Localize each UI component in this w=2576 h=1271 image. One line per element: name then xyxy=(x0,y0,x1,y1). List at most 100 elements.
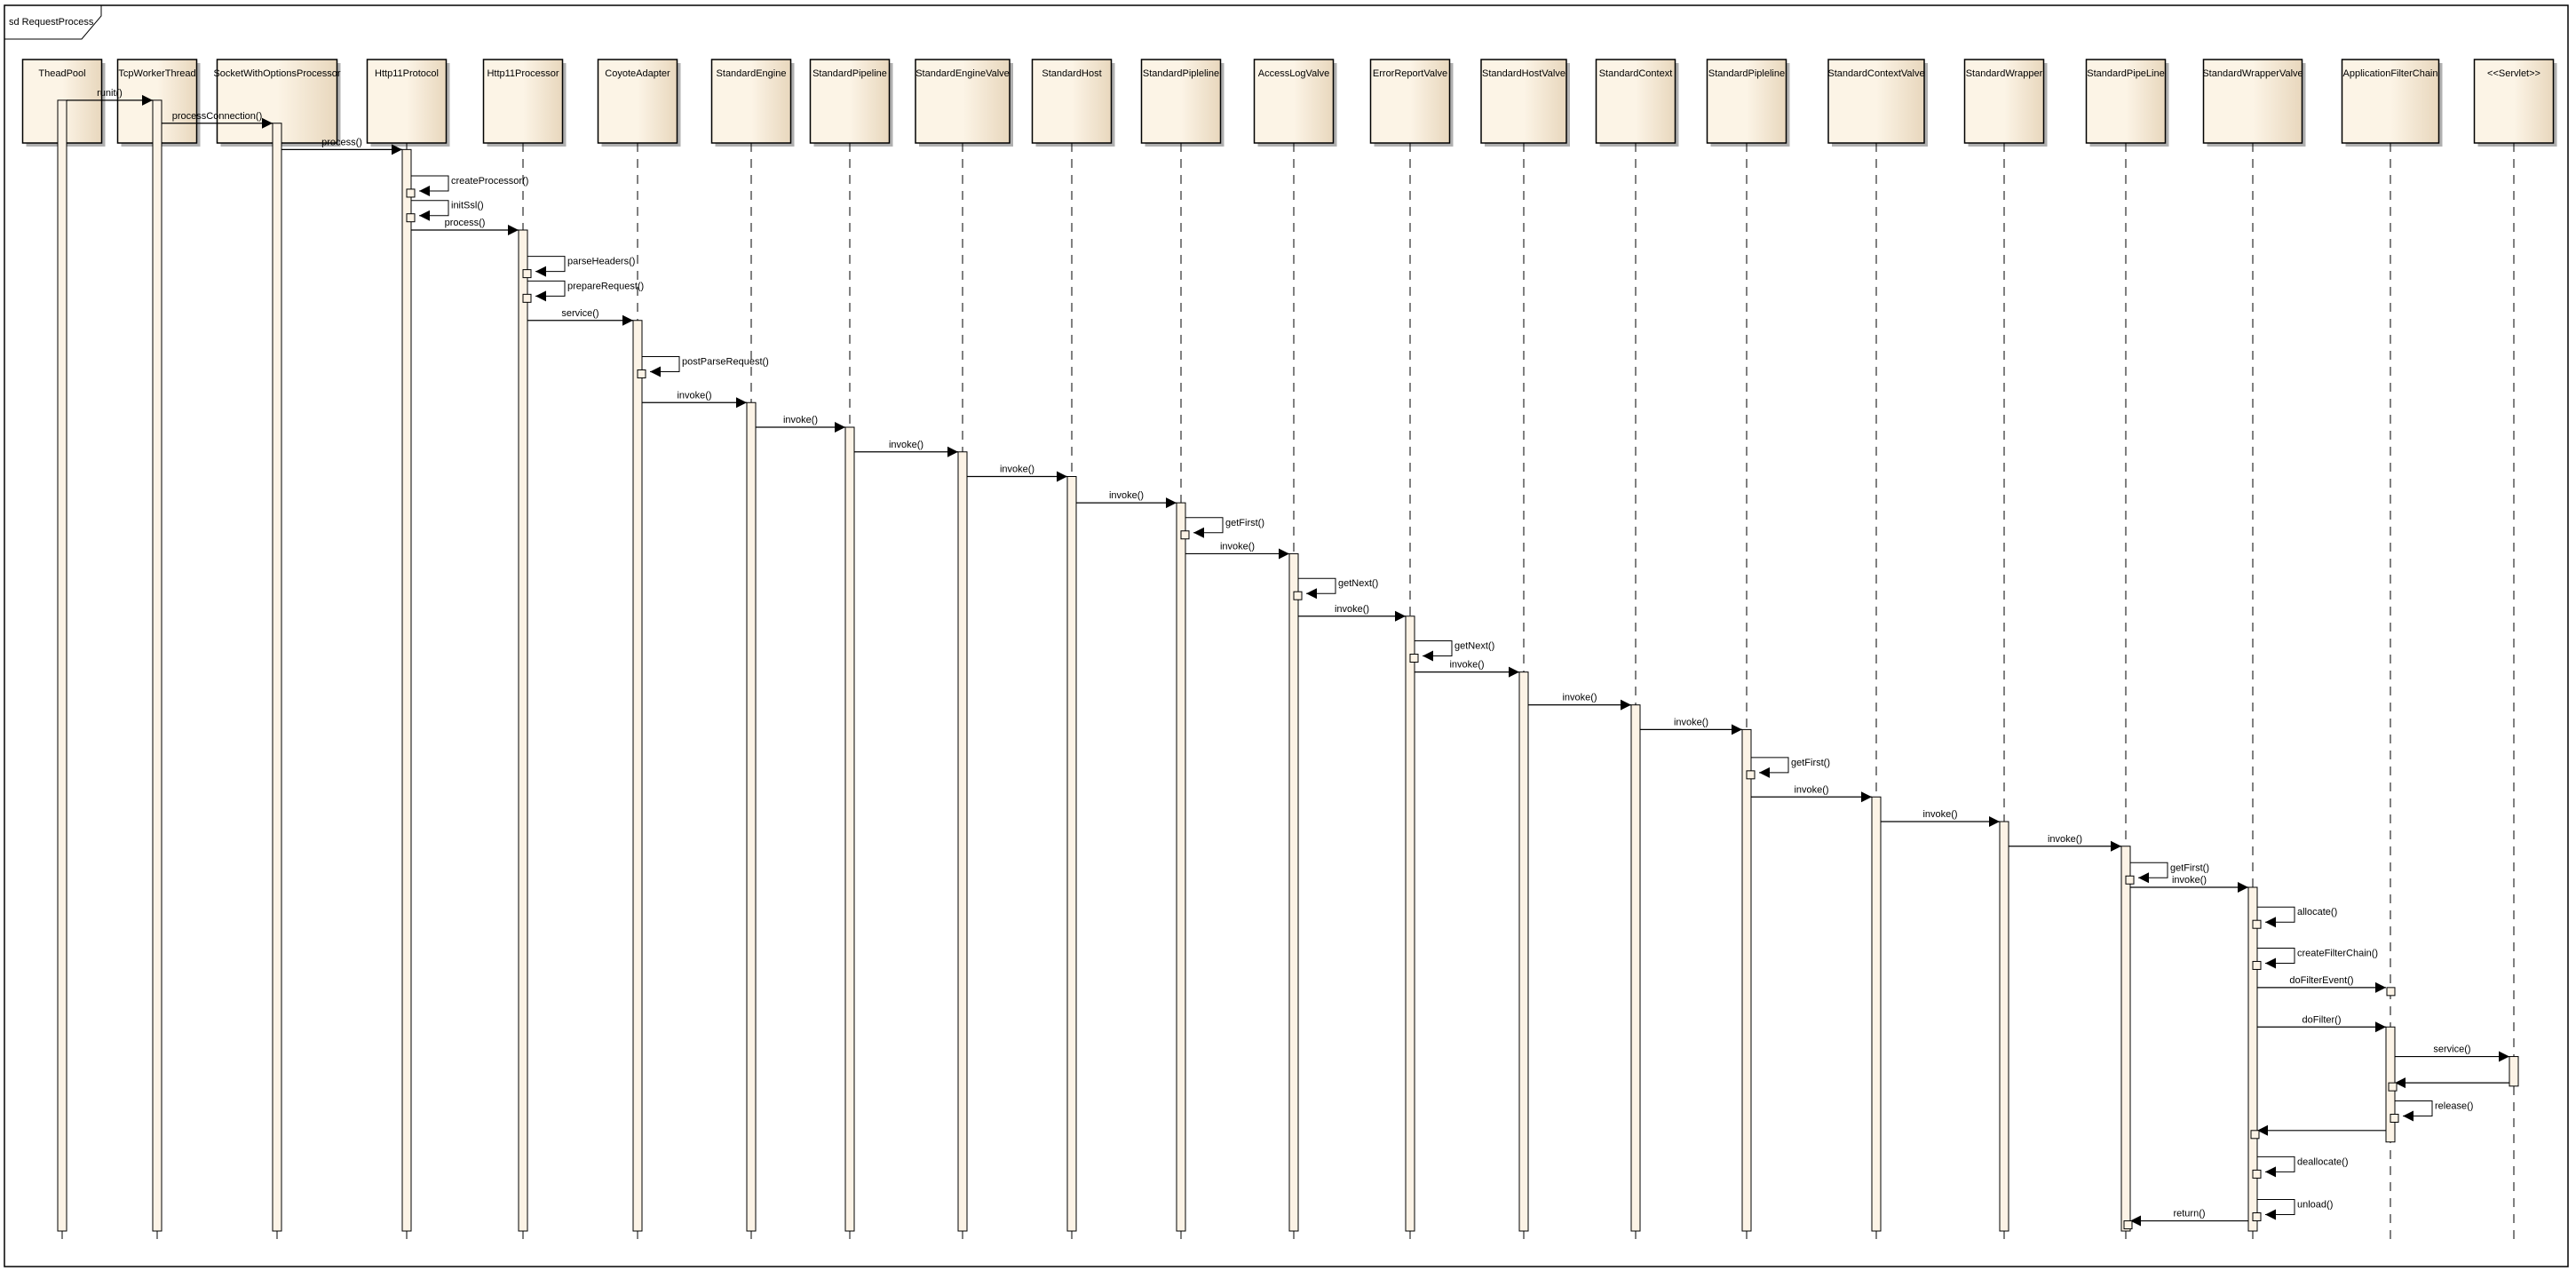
message: invoke() xyxy=(1076,490,1177,509)
message-label: invoke() xyxy=(1000,465,1034,475)
activation-bar xyxy=(57,99,67,1232)
activation-bar xyxy=(1288,552,1299,1232)
arrowhead-icon xyxy=(262,117,273,129)
self-message: release() xyxy=(2390,1100,2473,1123)
self-message-line xyxy=(527,280,566,297)
lifeline-standardenginevalve: StandardEngineValve xyxy=(915,59,1013,1243)
activation-bar xyxy=(632,320,643,1232)
message-label: initSsl() xyxy=(451,201,484,211)
arrowhead-icon xyxy=(1732,724,1742,735)
message-label: deallocate() xyxy=(2297,1156,2348,1167)
arrowhead-icon xyxy=(2395,1077,2406,1089)
message: invoke() xyxy=(1640,717,1742,735)
lifeline-standardwrapper: StandardWrapper xyxy=(1963,59,2048,1243)
message xyxy=(2250,1124,2386,1140)
participant-label: CoyoteAdapter xyxy=(605,68,670,79)
return-activation xyxy=(406,188,416,198)
message-label: doFilter() xyxy=(2302,1014,2341,1025)
participant-box xyxy=(482,59,564,144)
arrowhead-icon xyxy=(1989,816,2000,827)
return-activation xyxy=(2123,1220,2133,1230)
message-label: invoke() xyxy=(1562,693,1597,703)
participant-label: StandardContext xyxy=(1599,68,1673,79)
message-label: invoke() xyxy=(1922,809,1957,820)
participant-box xyxy=(2341,59,2440,144)
activation-bar xyxy=(518,229,528,1232)
lifeline-standardengine: StandardEngine xyxy=(710,59,795,1243)
return-activation xyxy=(2125,875,2135,885)
message: invoke() xyxy=(756,415,845,433)
lifeline-standardpipleline: StandardPipleline xyxy=(1706,59,1790,1243)
participant-label: SocketWithOptionsProcessor xyxy=(213,68,340,79)
message-label: invoke() xyxy=(1794,784,1828,795)
arrowhead-icon xyxy=(2403,1110,2414,1122)
self-message-line xyxy=(2257,1199,2295,1215)
message: doFilter() xyxy=(2257,1014,2386,1033)
message: invoke() xyxy=(1528,693,1631,711)
arrowhead-icon xyxy=(1759,767,1770,778)
lifeline-http11protocol: Http11Protocol xyxy=(366,59,450,1243)
self-message-line xyxy=(2257,906,2295,923)
self-message: deallocate() xyxy=(2252,1156,2348,1179)
message: invoke() xyxy=(2130,875,2248,893)
participant-label: StandardWrapperValve xyxy=(2202,68,2303,79)
return-activation xyxy=(522,269,532,279)
participant-label: AccessLogValve xyxy=(1258,68,1330,79)
lifeline-standardpipeline: StandardPipeline xyxy=(809,59,893,1243)
message-label: invoke() xyxy=(889,440,923,450)
participant-box xyxy=(710,59,792,144)
self-message: initSsl() xyxy=(406,200,484,223)
participant-label: ApplicationFilterChain xyxy=(2343,68,2438,79)
message-label: parseHeaders() xyxy=(567,257,635,267)
message-label: invoke() xyxy=(1335,604,1369,615)
arrowhead-icon xyxy=(1509,666,1519,678)
message-label: invoke() xyxy=(2048,834,2082,845)
arrowhead-icon xyxy=(142,94,153,106)
activation-bar xyxy=(272,123,282,1232)
message: invoke() xyxy=(854,440,958,457)
message-label: invoke() xyxy=(1449,660,1484,671)
participant-label: StandardContextValve xyxy=(1827,68,1924,79)
arrowhead-icon xyxy=(2265,957,2276,969)
message-label: invoke() xyxy=(1109,490,1144,501)
participant-label: TcpWorkerThread xyxy=(118,68,195,79)
arrowhead-icon xyxy=(622,314,633,326)
message-label: invoke() xyxy=(1674,717,1708,727)
message-label: invoke() xyxy=(1220,541,1255,552)
message-label: unload() xyxy=(2297,1200,2333,1211)
participant-box xyxy=(597,59,678,144)
participant-label: Http11Protocol xyxy=(375,68,439,79)
self-message: prepareRequest() xyxy=(522,280,644,303)
message: process() xyxy=(411,218,519,235)
message-label: process() xyxy=(445,218,486,228)
message: runit() xyxy=(67,88,153,106)
self-message: getNext() xyxy=(1409,640,1494,663)
self-message-line xyxy=(1185,517,1224,534)
arrowhead-icon xyxy=(1306,588,1317,600)
return-activation xyxy=(406,213,416,223)
return-activation xyxy=(2390,1114,2399,1123)
self-message-line xyxy=(1415,640,1453,656)
arrowhead-icon xyxy=(419,210,430,221)
activation-bar xyxy=(2120,846,2131,1232)
arrowhead-icon xyxy=(419,185,430,196)
arrowhead-icon xyxy=(1861,791,1872,803)
message-label: invoke() xyxy=(677,390,711,401)
participant-box xyxy=(1706,59,1787,144)
participant-box xyxy=(1140,59,1222,144)
message-label: runit() xyxy=(97,88,123,99)
message-label: getFirst() xyxy=(1225,518,1264,528)
self-message-line xyxy=(1751,757,1789,774)
message-label: return() xyxy=(2173,1209,2205,1219)
activation-bar xyxy=(1741,728,1752,1232)
participant-box xyxy=(2202,59,2303,144)
arrowhead-icon xyxy=(2265,1166,2276,1178)
message-label: release() xyxy=(2435,1101,2473,1112)
self-message: parseHeaders() xyxy=(522,256,635,279)
self-message-line xyxy=(1298,577,1336,594)
message: invoke() xyxy=(642,390,747,409)
self-message-line xyxy=(527,256,566,273)
return-activation xyxy=(1293,591,1303,600)
self-message-line xyxy=(2257,1156,2295,1172)
arrowhead-icon xyxy=(1057,471,1067,482)
